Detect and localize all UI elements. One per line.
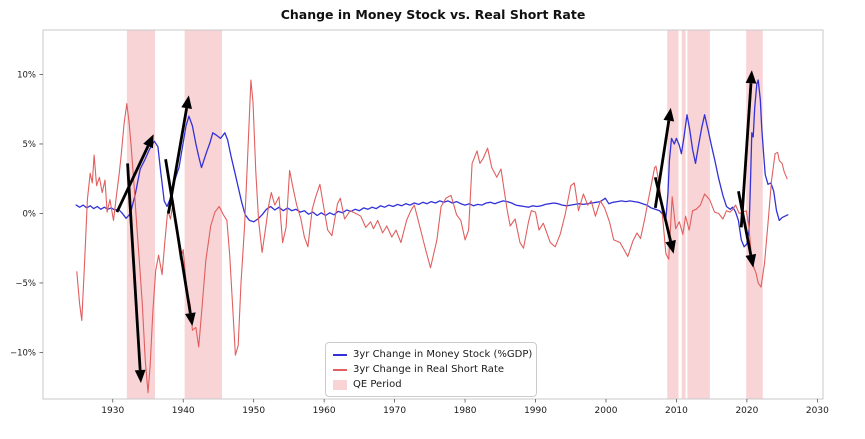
legend-label-qe-period: QE Period [353, 379, 402, 390]
x-axis-tick-label: 1980 [454, 406, 477, 416]
y-axis-tick-label: −10% [10, 348, 36, 358]
real-short-rate-line [76, 79, 788, 394]
up-arrow-annotation-head [143, 134, 154, 149]
legend-item-money-stock: 3yr Change in Money Stock (%GDP) [333, 347, 532, 362]
up-arrow-annotation-head [745, 70, 757, 84]
down-arrow-annotation-head [745, 253, 757, 268]
down-arrow-annotation-head [184, 312, 196, 327]
up-arrow-annotation-head [663, 107, 675, 122]
up-arrow-annotation-stem [115, 145, 150, 213]
x-axis-tick-label: 1950 [242, 406, 265, 416]
real-short-rate-line-swatch [333, 368, 347, 371]
qe-period-band [184, 30, 222, 399]
plot-area-border [42, 29, 824, 400]
qe-period-band [667, 30, 679, 399]
qe-period-patch-swatch [333, 379, 347, 390]
x-axis-tick-label: 2000 [595, 406, 618, 416]
up-arrow-annotation-stem [739, 83, 753, 228]
y-axis-tick-label: 10% [17, 70, 36, 80]
down-arrow-annotation-stem [164, 159, 192, 314]
chart-title: Change in Money Stock vs. Real Short Rat… [280, 7, 586, 22]
x-axis-tick-label: 1930 [101, 406, 124, 416]
up-arrow-annotation-stem [653, 120, 671, 209]
x-axis-tick-label: 2020 [735, 406, 758, 416]
down-arrow-annotation-stem [126, 163, 142, 371]
y-axis-tick-label: 0% [23, 209, 37, 219]
down-arrow-annotation-head [665, 239, 676, 254]
x-axis-tick-label: 2030 [806, 406, 829, 416]
qe-period-band [687, 30, 710, 399]
legend-item-qe-period: QE Period [333, 377, 528, 392]
y-axis-tick-label: 5% [23, 140, 37, 150]
money-stock-line [75, 79, 789, 248]
qe-period-band [681, 30, 686, 399]
x-axis-tick-label: 2010 [665, 406, 688, 416]
x-axis-tick-label: 1990 [524, 406, 547, 416]
legend-label-money-stock: 3yr Change in Money Stock (%GDP) [353, 349, 533, 360]
x-axis-tick-label: 1960 [313, 406, 336, 416]
y-axis-tick-label: −5% [15, 279, 36, 289]
x-axis-tick-label: 1940 [172, 406, 195, 416]
legend-label-real-short-rate: 3yr Change in Real Short Rate [353, 364, 505, 375]
legend-item-real-short-rate: 3yr Change in Real Short Rate [333, 362, 528, 377]
down-arrow-annotation-stem [653, 176, 672, 242]
x-axis-tick-label: 1970 [383, 406, 406, 416]
qe-period-band [746, 30, 763, 399]
down-arrow-annotation-stem [737, 190, 753, 256]
chart-legend: 3yr Change in Money Stock (%GDP) 3yr Cha… [325, 342, 537, 397]
up-arrow-annotation-head [181, 95, 192, 110]
down-arrow-annotation-head [134, 369, 146, 384]
money-stock-line-swatch [333, 353, 347, 356]
